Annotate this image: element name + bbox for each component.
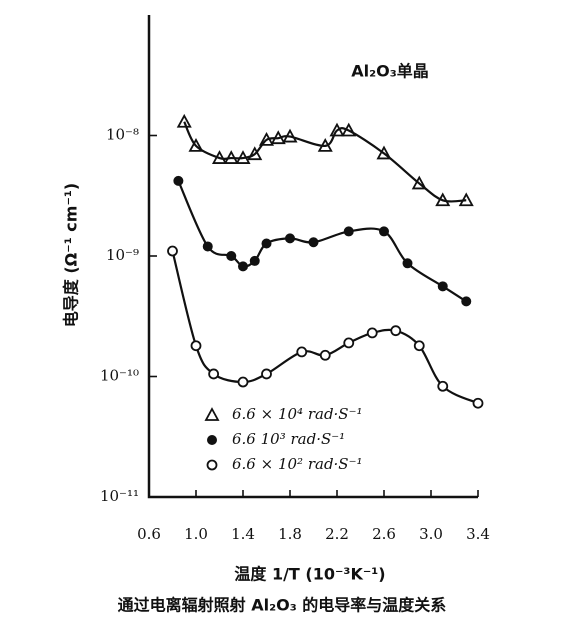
triangle-marker	[282, 128, 298, 143]
triangle-marker	[458, 192, 474, 207]
x-tick-label: 2.2	[325, 525, 349, 543]
caption: 通过电离辐射照射 Al₂O₃ 的电导率与温度关系	[118, 596, 447, 615]
filled-circle-marker	[379, 226, 389, 237]
y-tick-label: 10⁻⁸	[106, 126, 139, 144]
x-tick-label: 3.4	[466, 525, 490, 543]
triangle-marker	[258, 131, 275, 146]
triangle-marker	[341, 122, 357, 137]
legend-label: 6.6 × 10⁴ rad·S⁻¹	[232, 405, 363, 423]
filled-circle-marker	[202, 241, 213, 252]
filled-circle-marker	[285, 233, 295, 244]
open-circle-marker	[472, 397, 484, 409]
y-axis-label: 电导度 (Ω⁻¹ cm⁻¹)	[62, 183, 81, 327]
triangle-marker	[223, 150, 239, 164]
filled-circle-marker	[207, 435, 217, 445]
annotation: Al₂O₃单晶	[351, 62, 429, 81]
triangle-marker	[411, 175, 427, 190]
filled-circle-marker	[238, 261, 248, 272]
filled-circle-marker	[308, 237, 319, 248]
filled-circle-marker	[173, 175, 184, 186]
open-circle-marker	[167, 245, 178, 257]
triangle-marker	[235, 150, 251, 164]
open-circle-marker	[190, 340, 202, 352]
triangle-marker	[317, 138, 333, 152]
y-tick-label: 10⁻¹¹	[100, 487, 139, 505]
filled-circle-marker	[437, 281, 448, 292]
open-circle-marker	[208, 368, 220, 380]
filled-circle-marker	[461, 296, 472, 307]
triangle-marker	[376, 145, 392, 160]
legend-label: 6.6 × 10² rad·S⁻¹	[232, 455, 363, 473]
x-tick-label: 2.6	[372, 525, 396, 543]
open-circle-marker	[437, 380, 449, 392]
filled-circle-marker	[226, 251, 237, 261]
triangle-marker	[329, 122, 345, 137]
open-circle-marker	[390, 325, 402, 337]
triangle-marker	[204, 407, 220, 421]
open-circle-marker	[413, 340, 425, 352]
filled-circle-marker	[343, 226, 354, 237]
triangle-marker	[176, 113, 192, 128]
open-circle-marker	[206, 459, 218, 471]
triangle-marker	[211, 150, 228, 164]
open-circle-marker	[261, 368, 272, 380]
filled-circle-marker	[249, 255, 260, 266]
open-circle-marker	[296, 346, 308, 358]
triangle-marker	[270, 130, 286, 145]
x-tick-label: 3.0	[419, 525, 443, 543]
open-circle-marker	[237, 376, 249, 388]
x-axis-label: 温度 1/T (10⁻³K⁻¹)	[233, 565, 385, 584]
filled-circle-marker	[261, 238, 272, 249]
fit-curve	[183, 121, 467, 203]
y-tick-label: 10⁻¹⁰	[100, 367, 139, 385]
triangle-marker	[247, 146, 263, 161]
x-tick-label: 1.0	[184, 525, 208, 543]
open-circle-marker	[366, 327, 378, 339]
triangle-marker	[188, 138, 204, 152]
filled-circle-marker	[402, 258, 413, 269]
y-tick-label: 10⁻⁹	[106, 246, 139, 264]
legend-label: 6.6 10³ rad·S⁻¹	[232, 430, 345, 448]
open-circle-marker	[343, 337, 355, 349]
triangle-marker	[435, 192, 451, 207]
x-tick-label: 1.8	[278, 525, 302, 543]
x-tick-label: 0.6	[137, 525, 161, 543]
x-tick-label: 1.4	[231, 525, 255, 543]
open-circle-marker	[319, 349, 331, 361]
